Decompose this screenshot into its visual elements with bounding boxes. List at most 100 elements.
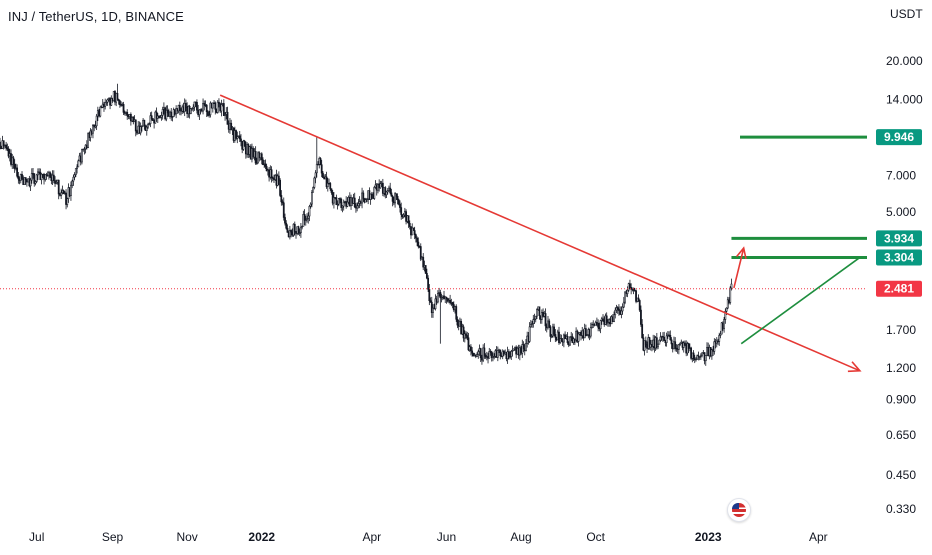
candle-body bbox=[265, 166, 268, 172]
tradingview-flag-icon[interactable] bbox=[727, 498, 751, 522]
candle-body bbox=[560, 338, 563, 342]
candle-body bbox=[622, 301, 625, 308]
candle-body bbox=[446, 298, 449, 302]
candle-body bbox=[584, 328, 587, 336]
candle-body bbox=[536, 309, 538, 317]
candle-body bbox=[158, 115, 160, 118]
candle-body bbox=[320, 164, 323, 174]
price-tick-label: 20.000 bbox=[886, 54, 923, 68]
candle-body bbox=[638, 300, 641, 311]
candle-body bbox=[553, 326, 555, 335]
current-price-tag-bg[interactable] bbox=[876, 280, 922, 297]
time-axis[interactable] bbox=[0, 528, 866, 550]
candle-body bbox=[44, 174, 47, 180]
candle-body bbox=[566, 336, 569, 343]
candle-body bbox=[81, 148, 83, 163]
candle-body bbox=[467, 337, 470, 351]
candle-body bbox=[550, 335, 553, 338]
candle-body bbox=[476, 354, 478, 357]
candle-body bbox=[484, 355, 487, 358]
candle-body bbox=[663, 336, 666, 341]
candle-body bbox=[586, 334, 589, 336]
candle-body bbox=[281, 201, 284, 204]
candle-body bbox=[55, 182, 58, 184]
candle-body bbox=[413, 230, 416, 235]
candle-body bbox=[525, 343, 527, 351]
candle-body bbox=[148, 123, 151, 125]
candle-body bbox=[362, 192, 365, 200]
price-tick-label: 0.330 bbox=[886, 502, 916, 516]
level-tag-1-bg[interactable] bbox=[876, 230, 922, 247]
time-tick-label: 2023 bbox=[695, 530, 722, 544]
time-tick-label: Apr bbox=[362, 530, 381, 544]
candle-body bbox=[342, 201, 345, 207]
level-tag-0-bg[interactable] bbox=[876, 129, 922, 146]
candle-body bbox=[456, 318, 459, 326]
candle-body bbox=[270, 169, 273, 178]
candle-body bbox=[277, 175, 280, 181]
uptrend-line[interactable] bbox=[740, 256, 861, 345]
price-axis[interactable] bbox=[867, 0, 932, 550]
candle-body bbox=[548, 320, 551, 328]
candle-body bbox=[407, 215, 410, 224]
candle-body bbox=[657, 343, 659, 348]
candle-body bbox=[207, 111, 209, 116]
candle-body bbox=[77, 160, 80, 168]
candle-body bbox=[544, 313, 547, 327]
candle-body bbox=[386, 190, 389, 193]
candle-body bbox=[243, 140, 246, 147]
candle-body bbox=[132, 116, 135, 122]
projection-arrow-line[interactable] bbox=[733, 247, 745, 289]
candle-body bbox=[92, 125, 94, 134]
candle-body bbox=[411, 227, 414, 236]
candle-body bbox=[357, 203, 360, 207]
candle-body bbox=[488, 351, 491, 359]
downtrend-line[interactable] bbox=[219, 94, 861, 372]
candle-body bbox=[12, 157, 15, 165]
candle-body bbox=[160, 115, 163, 118]
projection-arrow-head bbox=[736, 246, 747, 259]
candle-body bbox=[640, 309, 642, 325]
candle-body bbox=[346, 201, 349, 207]
candle-body bbox=[276, 175, 279, 186]
level-tag-2-bg[interactable] bbox=[876, 249, 922, 266]
candle-body bbox=[529, 324, 532, 328]
candle-body bbox=[104, 102, 107, 107]
candle-body bbox=[7, 148, 10, 157]
candle-body bbox=[416, 237, 419, 243]
candle-body bbox=[134, 119, 137, 132]
candle-body bbox=[662, 336, 664, 338]
candle-body bbox=[214, 102, 217, 110]
level-tag-2: 3.304 bbox=[884, 250, 914, 264]
candle-body bbox=[149, 115, 152, 124]
candle-body bbox=[198, 109, 201, 116]
candle-body bbox=[429, 300, 432, 303]
candle-body bbox=[298, 232, 301, 234]
time-tick-label: Apr bbox=[809, 530, 828, 544]
candle-body bbox=[695, 358, 697, 361]
candle-body bbox=[299, 226, 302, 233]
candle-body bbox=[99, 106, 102, 117]
candle-body bbox=[532, 319, 535, 324]
candle-body bbox=[511, 350, 514, 352]
candle-body bbox=[311, 191, 313, 205]
candle-body bbox=[37, 171, 39, 176]
candle-body bbox=[285, 222, 288, 229]
candle-body bbox=[315, 163, 318, 174]
candle-body bbox=[512, 348, 515, 351]
candle-body bbox=[2, 140, 5, 147]
candle-body bbox=[455, 306, 458, 320]
candle-body bbox=[577, 333, 580, 342]
candle-body bbox=[117, 99, 120, 102]
candle-body bbox=[602, 318, 604, 321]
candle-body bbox=[643, 340, 646, 351]
candle-body bbox=[24, 177, 27, 180]
candle-body bbox=[35, 174, 38, 182]
candle-body bbox=[366, 198, 368, 201]
candle-body bbox=[679, 342, 681, 345]
price-tick-label: 5.000 bbox=[886, 205, 916, 219]
candle-body bbox=[29, 179, 32, 187]
candle-body bbox=[391, 195, 394, 202]
